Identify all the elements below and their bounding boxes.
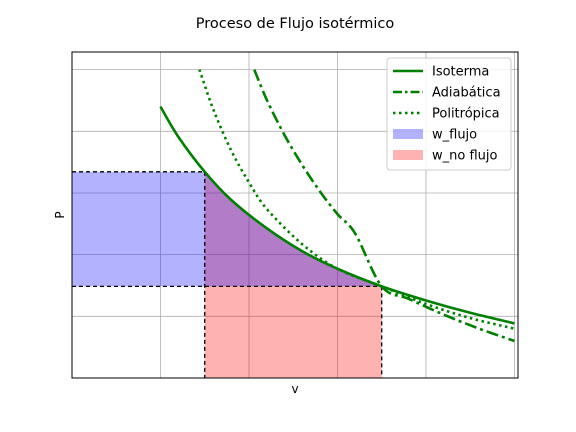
legend-swatch-fill-0 xyxy=(393,129,423,139)
legend-swatch-fill-1 xyxy=(393,150,423,160)
axes-frame xyxy=(71,51,519,379)
legend-label-1: Adiabática xyxy=(432,86,501,101)
x-axis-label: v xyxy=(291,382,298,396)
chart-title: Proceso de Flujo isotérmico xyxy=(196,16,395,32)
legend-box xyxy=(386,57,512,171)
y-axis-label: P xyxy=(53,211,67,218)
fill-w-flujo xyxy=(72,171,382,287)
fill-w-no-flujo xyxy=(204,171,382,378)
legend-label-0: Isoterma xyxy=(432,65,489,80)
plot-area xyxy=(71,51,519,379)
series-line-isoterma xyxy=(159,105,515,325)
legend-label-4: w_no flujo xyxy=(432,149,497,164)
legend-label-2: Politrópica xyxy=(432,107,500,122)
series-line-adiabática xyxy=(253,69,515,343)
legend-label-3: w_flujo xyxy=(432,128,477,143)
series-line-politrópica xyxy=(198,69,515,330)
legend: Isoterma Adiabática Politrópica w_flujo w_no… xyxy=(386,57,512,171)
